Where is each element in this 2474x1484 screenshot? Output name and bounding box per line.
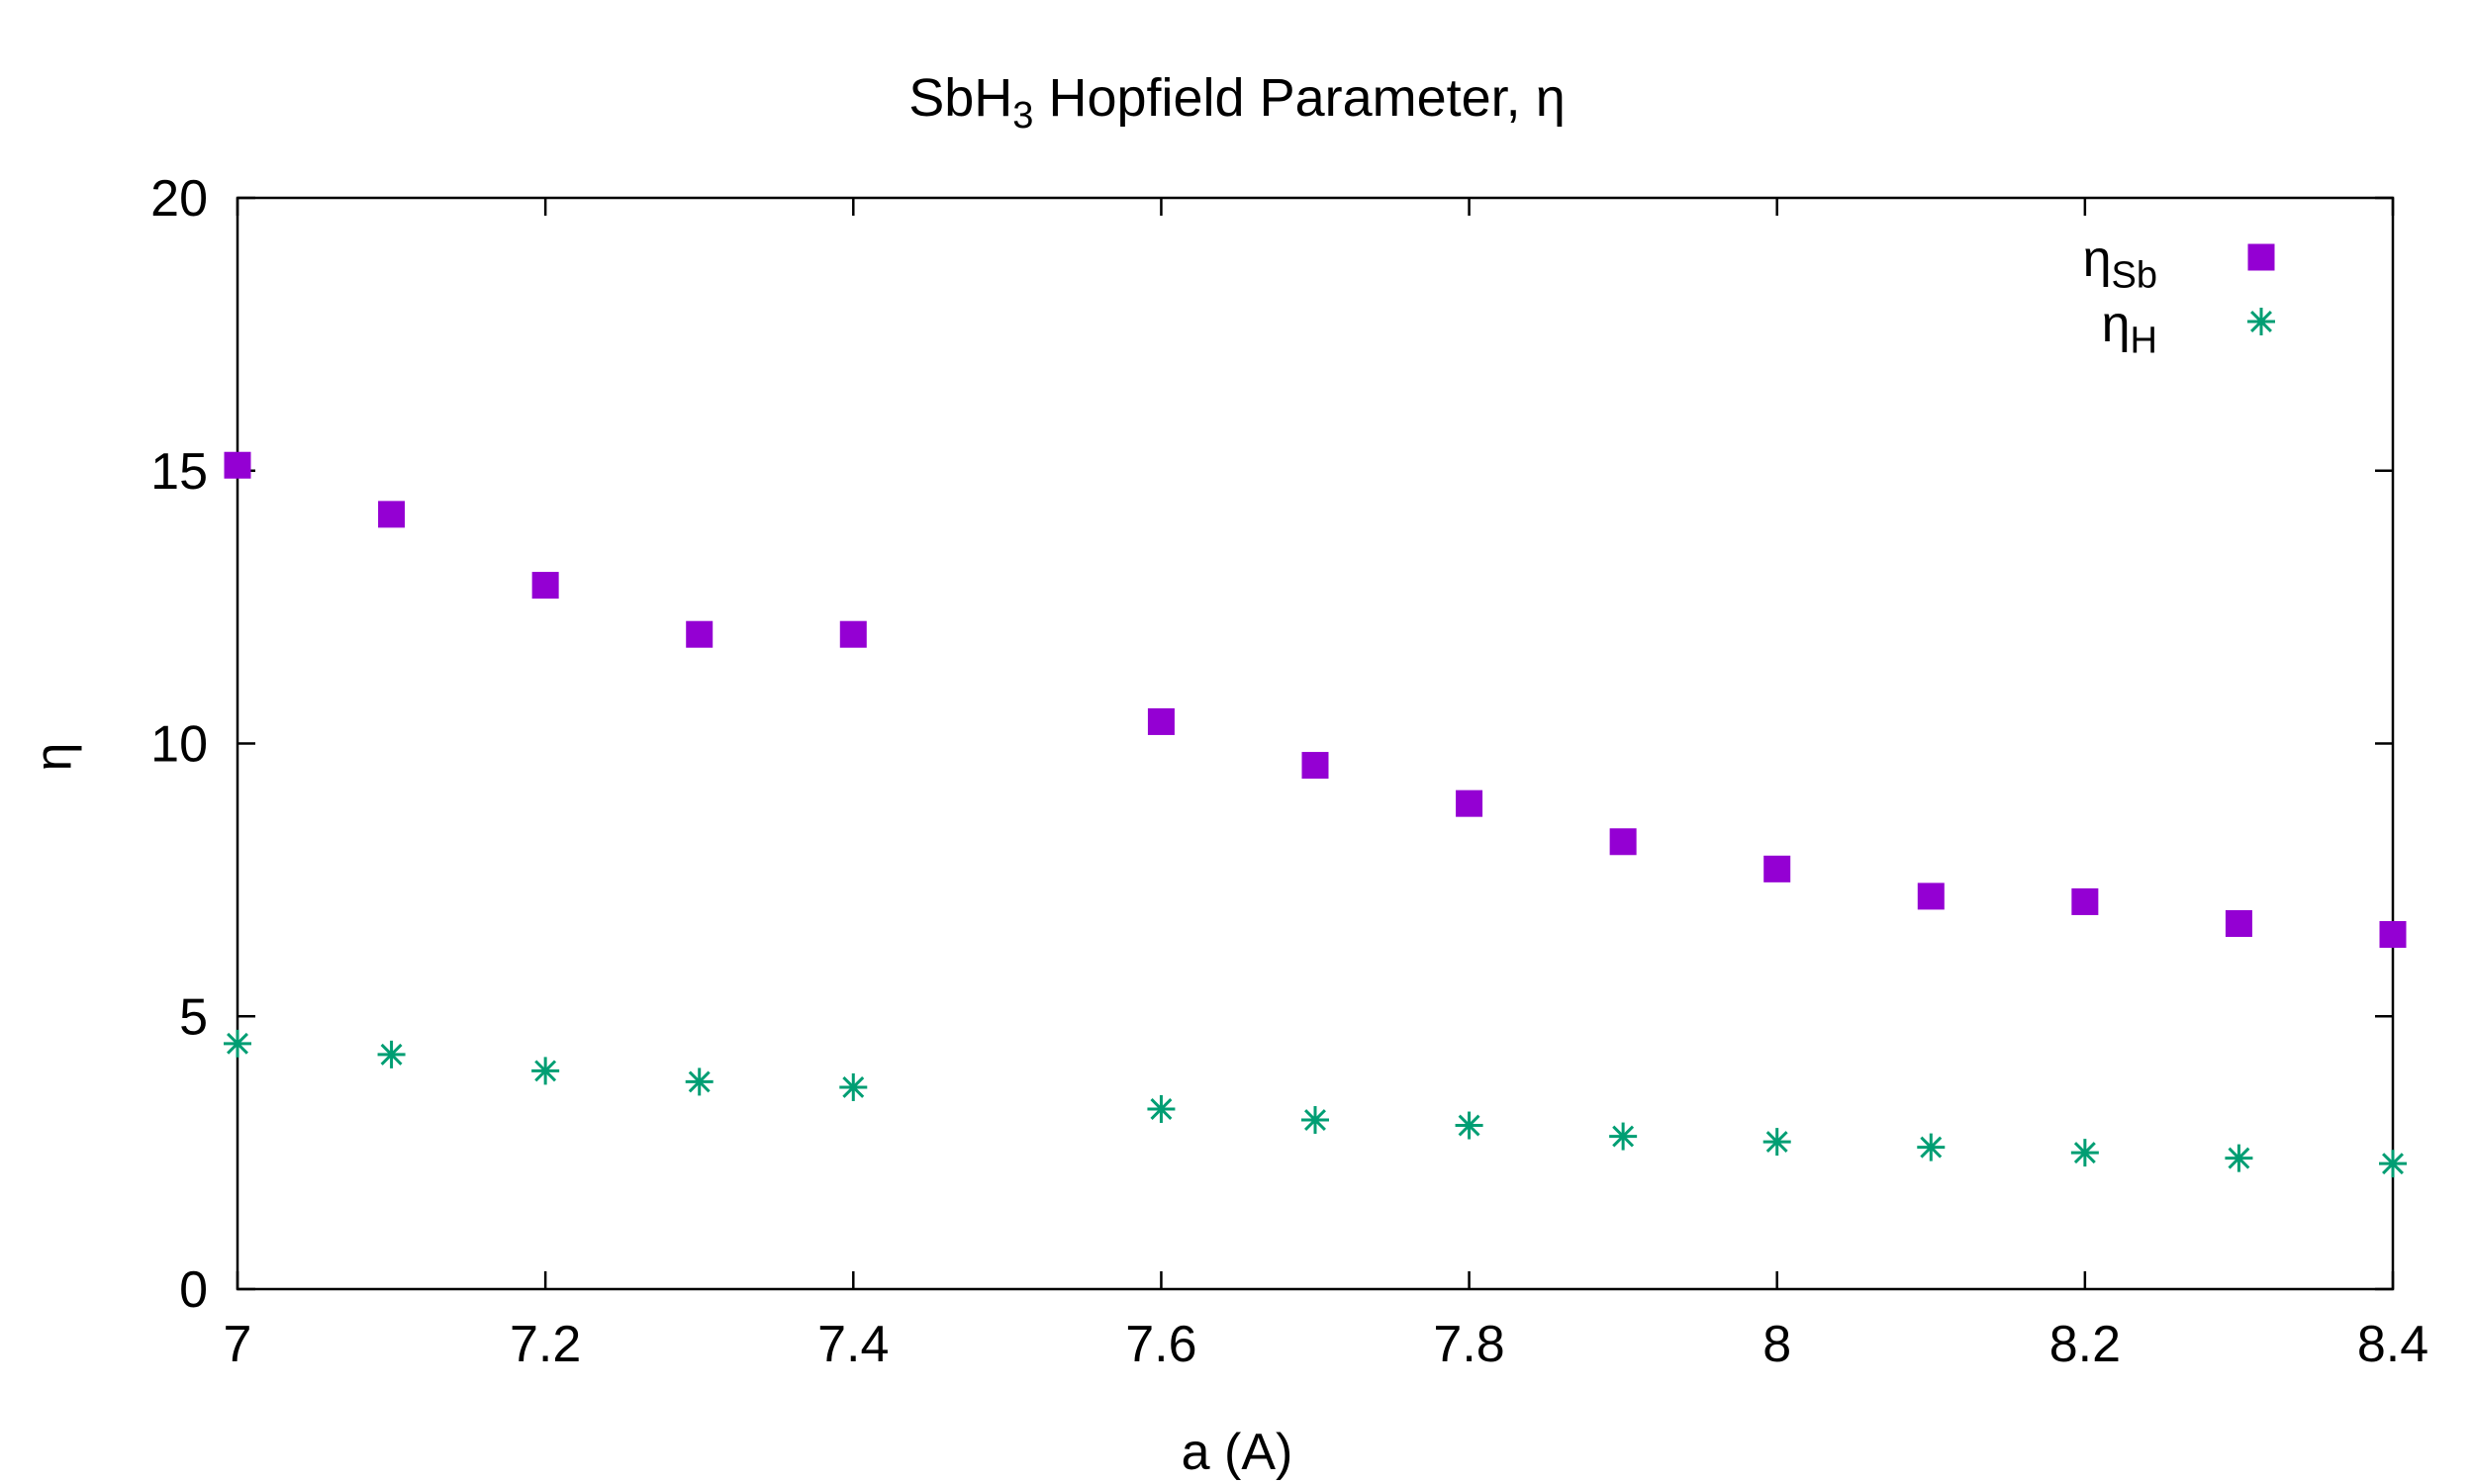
chart-title-rest: Hopfield Parameter, η (1033, 68, 1566, 128)
x-tick-label: 7.6 (1125, 1316, 1196, 1373)
legend-label-sb: ηSb (2083, 230, 2157, 297)
data-point-sb (2379, 921, 2407, 949)
data-point-h (2225, 1144, 2253, 1172)
data-point-h (2070, 1139, 2099, 1167)
data-point-h (685, 1067, 714, 1096)
data-point-h (1609, 1122, 1638, 1151)
legend-label-sb-main: η (2082, 231, 2112, 288)
data-point-sb (378, 501, 406, 528)
data-point-sb (686, 620, 714, 648)
x-tick-label: 7 (224, 1316, 252, 1373)
data-point-sb (2225, 909, 2252, 937)
data-point-h (2379, 1150, 2407, 1178)
legend-label-sb-sub: Sb (2111, 254, 2157, 297)
data-point-sb (1456, 789, 1483, 817)
x-tick-label: 8.2 (2049, 1316, 2121, 1373)
tick-labels: 7 7.2 7.4 7.6 7.8 8 8.2 8.4 0 5 10 15 20 (150, 170, 2428, 1373)
data-point-h (1762, 1128, 1791, 1157)
data-point-sb (2071, 887, 2099, 915)
data-point-sb (1301, 752, 1329, 780)
legend-marks (2247, 243, 2275, 335)
legend-marker-sb (2247, 243, 2275, 271)
legend-marker-h (2247, 308, 2275, 335)
data-point-sb (1609, 828, 1637, 856)
x-tick-label: 7.4 (817, 1316, 889, 1373)
chart-title-main: SbH (908, 68, 1013, 128)
axis-ticks (236, 196, 2395, 1291)
data-point-h (1301, 1106, 1329, 1135)
data-point-sb (224, 451, 251, 479)
x-tick-label: 8 (1762, 1316, 1791, 1373)
data-point-h (531, 1057, 560, 1085)
data-point-sb (839, 620, 867, 648)
x-tick-label: 8.4 (2357, 1316, 2428, 1373)
chart-title-subscript: 3 (1012, 94, 1034, 137)
data-marks (224, 451, 2407, 1178)
legend-label-h-main: η (2101, 296, 2131, 353)
x-tick-label: 7.8 (1433, 1316, 1504, 1373)
data-point-h (224, 1029, 251, 1058)
y-tick-label: 20 (150, 170, 208, 228)
data-point-sb (1763, 855, 1791, 882)
data-point-h (1455, 1111, 1483, 1140)
data-point-sb (531, 572, 559, 600)
data-point-h (377, 1040, 406, 1068)
data-point-sb (1917, 882, 1945, 910)
data-point-sb (1147, 707, 1175, 735)
data-point-h (839, 1072, 868, 1101)
x-tick-label: 7.2 (510, 1316, 581, 1373)
y-tick-label: 15 (150, 443, 208, 501)
y-tick-label: 10 (150, 716, 208, 774)
y-tick-label: 0 (179, 1261, 208, 1319)
legend-label-h-sub: H (2130, 320, 2157, 362)
x-axis-label: a (A) (1181, 1424, 1293, 1481)
y-axis-label: η (25, 742, 83, 772)
chart-title: SbH3 Hopfield Parameter, η (0, 67, 2474, 138)
y-tick-label: 5 (179, 988, 208, 1046)
data-point-h (1147, 1095, 1176, 1124)
legend-label-h: ηH (2102, 295, 2157, 362)
data-point-h (1917, 1133, 1946, 1161)
